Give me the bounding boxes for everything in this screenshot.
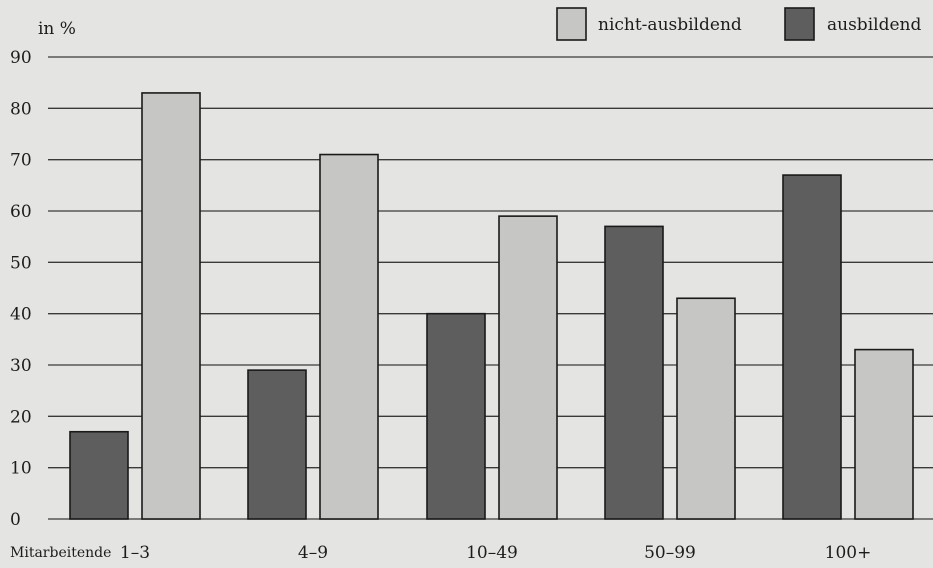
legend: nicht-ausbildend ausbildend (556, 7, 921, 41)
bar-nicht-ausbildend-3 (498, 215, 558, 520)
bar-ausbildend-3 (426, 312, 486, 520)
y-tick-label-30: 30 (10, 356, 32, 376)
y-tick-label-40: 40 (10, 305, 32, 325)
legend-swatch-nicht-ausbildend (556, 7, 587, 41)
bar-nicht-ausbildend-1 (141, 92, 201, 520)
y-tick-label-60: 60 (10, 202, 32, 222)
x-category-label-4: 50–99 (644, 543, 696, 563)
y-tick-label-0: 0 (10, 510, 21, 530)
bar-ausbildend-4 (604, 225, 664, 520)
bar-nicht-ausbildend-4 (676, 297, 736, 520)
y-tick-label-10: 10 (10, 459, 32, 479)
legend-label-nicht-ausbildend: nicht-ausbildend (598, 15, 742, 35)
x-category-label-5: 100+ (825, 543, 872, 563)
bar-nicht-ausbildend-5 (854, 348, 914, 520)
bar-ausbildend-1 (69, 430, 129, 520)
y-axis-ticks: 0 10 20 30 40 50 60 70 80 90 (10, 48, 32, 530)
x-category-label-1: 1–3 (120, 543, 150, 563)
y-tick-label-80: 80 (10, 99, 32, 119)
x-axis-label: Mitarbeitende (10, 545, 111, 561)
legend-swatch-ausbildend (784, 7, 815, 41)
x-category-label-3: 10–49 (466, 543, 518, 563)
x-axis-categories: 1–3 4–9 10–49 50–99 100+ (120, 543, 871, 563)
bar-ausbildend-2 (247, 369, 307, 520)
y-axis-label: in % (38, 19, 76, 39)
bars (69, 92, 914, 520)
legend-label-ausbildend: ausbildend (827, 15, 921, 35)
y-tick-label-50: 50 (10, 253, 32, 273)
x-category-label-2: 4–9 (298, 543, 328, 563)
y-tick-label-90: 90 (10, 48, 32, 68)
bar-ausbildend-5 (782, 174, 842, 520)
bar-nicht-ausbildend-2 (319, 153, 379, 520)
y-tick-label-70: 70 (10, 151, 32, 171)
y-tick-label-20: 20 (10, 407, 32, 427)
